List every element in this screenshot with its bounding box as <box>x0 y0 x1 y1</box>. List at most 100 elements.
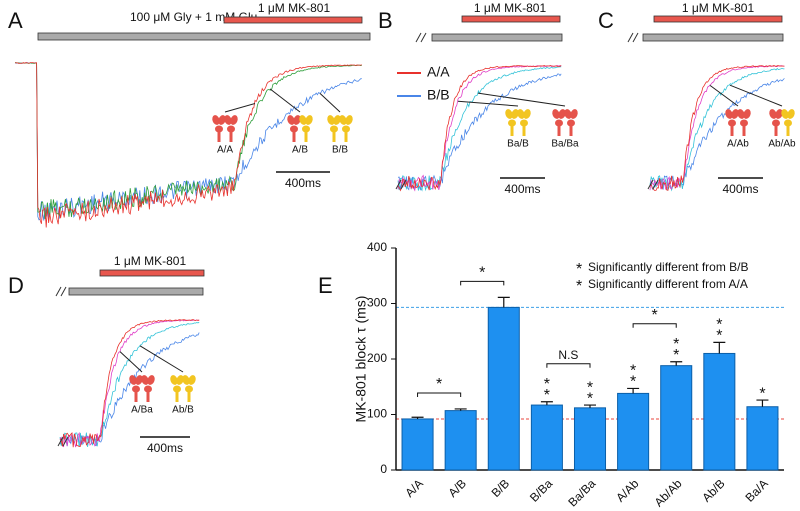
agonist-bar <box>68 287 204 296</box>
receptor-subunit <box>781 109 789 119</box>
receptor-subunit <box>567 119 575 127</box>
receptor-subunit <box>185 385 193 393</box>
bracket-label: * <box>436 376 442 393</box>
receptor-stem <box>146 392 150 402</box>
icon-label: A/A <box>217 145 233 156</box>
receptor-subunit <box>327 115 335 125</box>
receptor-subunit <box>564 109 572 119</box>
panel-letter: B <box>378 8 393 33</box>
receptor-stem <box>332 132 336 142</box>
receptor-subunit <box>517 109 525 119</box>
receptor-stem <box>730 126 734 136</box>
bracket <box>417 392 462 397</box>
pointer <box>269 88 301 113</box>
receptor-subunit <box>141 375 149 385</box>
error-bar <box>756 399 769 407</box>
trace <box>14 62 362 220</box>
receptor-subunit <box>570 109 578 119</box>
pointer <box>224 103 256 113</box>
agonist-bar <box>642 33 784 42</box>
receptor-subunit <box>227 125 235 133</box>
scale-label: 400ms <box>504 182 540 196</box>
receptor-stem <box>304 132 308 142</box>
y-tick-label: 300 <box>367 296 387 310</box>
bar <box>617 392 650 471</box>
receptor-subunit <box>520 119 528 127</box>
significance-star: * <box>716 328 722 345</box>
agonist-bar <box>431 33 563 42</box>
receptor-stem <box>229 132 233 142</box>
icon-label: Ab/B <box>172 405 194 416</box>
receptor-subunit <box>555 119 563 127</box>
significance-star: * <box>630 374 636 391</box>
bar <box>530 404 563 471</box>
legend-label: Significantly different from B/B <box>588 260 749 274</box>
drug-label: 1 μM MK-801 <box>258 1 331 15</box>
legend-label: Significantly different from A/A <box>588 277 748 291</box>
trace <box>397 65 562 192</box>
receptor-subunit <box>173 385 181 393</box>
receptor-subunit <box>182 375 190 385</box>
icon-label: B/B <box>332 145 348 156</box>
receptor-subunit <box>299 115 307 125</box>
panel-letter: D <box>8 273 24 298</box>
bracket <box>632 323 677 328</box>
error-bar <box>713 341 726 354</box>
receptor-subunit <box>787 109 795 119</box>
receptor-subunit <box>558 109 566 119</box>
pointer <box>457 100 519 107</box>
bracket <box>546 363 591 368</box>
x-tick-label: Ba/Ba <box>565 476 598 509</box>
legend-star: * <box>576 261 582 278</box>
receptor-subunit <box>769 109 777 119</box>
receptor-subunit <box>330 125 338 133</box>
significance-star: * <box>673 347 679 364</box>
panel-letter: A <box>8 8 23 33</box>
receptor-subunit <box>224 115 232 125</box>
trace <box>649 78 785 191</box>
icon-label: Ba/Ba <box>551 139 579 150</box>
trace <box>397 73 562 191</box>
receptor-stem <box>557 126 561 136</box>
break-mark <box>57 436 69 447</box>
receptor-subunit <box>511 109 519 119</box>
icon-label: Ab/Ab <box>768 139 796 150</box>
x-tick-label: A/Ab <box>613 476 642 505</box>
bar <box>444 410 477 471</box>
receptor-subunit <box>188 375 196 385</box>
drug-bar <box>99 269 205 277</box>
receptor-subunit <box>339 115 347 125</box>
receptor-subunit <box>218 115 226 125</box>
bracket-label: * <box>479 265 485 282</box>
receptor-subunit <box>290 125 298 133</box>
receptor-subunit <box>505 109 513 119</box>
receptor-stem <box>187 392 191 402</box>
y-tick-label: 200 <box>367 351 387 365</box>
x-tick-label: A/A <box>402 476 426 500</box>
receptor-subunit <box>743 109 751 119</box>
trace <box>14 62 362 228</box>
error-bar <box>584 404 596 408</box>
break-mark <box>627 32 639 43</box>
significance-star: * <box>587 379 593 396</box>
receptor-subunit <box>144 385 152 393</box>
bar <box>573 407 607 471</box>
icon-label: A/B <box>292 145 308 156</box>
bracket <box>460 280 505 286</box>
pointer <box>119 351 143 373</box>
receptor-subunit <box>333 115 341 125</box>
bar <box>746 406 779 471</box>
drug-label: 1 μM MK-801 <box>474 1 547 15</box>
break-mark <box>647 179 659 190</box>
significance-star: * <box>630 363 636 380</box>
receptor-subunit <box>230 115 238 125</box>
receptor-subunit <box>302 125 310 133</box>
receptor-subunit <box>523 109 531 119</box>
trace <box>649 65 785 191</box>
legend-star: * <box>576 278 582 295</box>
receptor-subunit <box>287 115 295 125</box>
drug-bar <box>461 15 561 23</box>
scale-label: 400ms <box>147 441 183 455</box>
pointer <box>139 345 184 373</box>
receptor-subunit <box>170 375 178 385</box>
